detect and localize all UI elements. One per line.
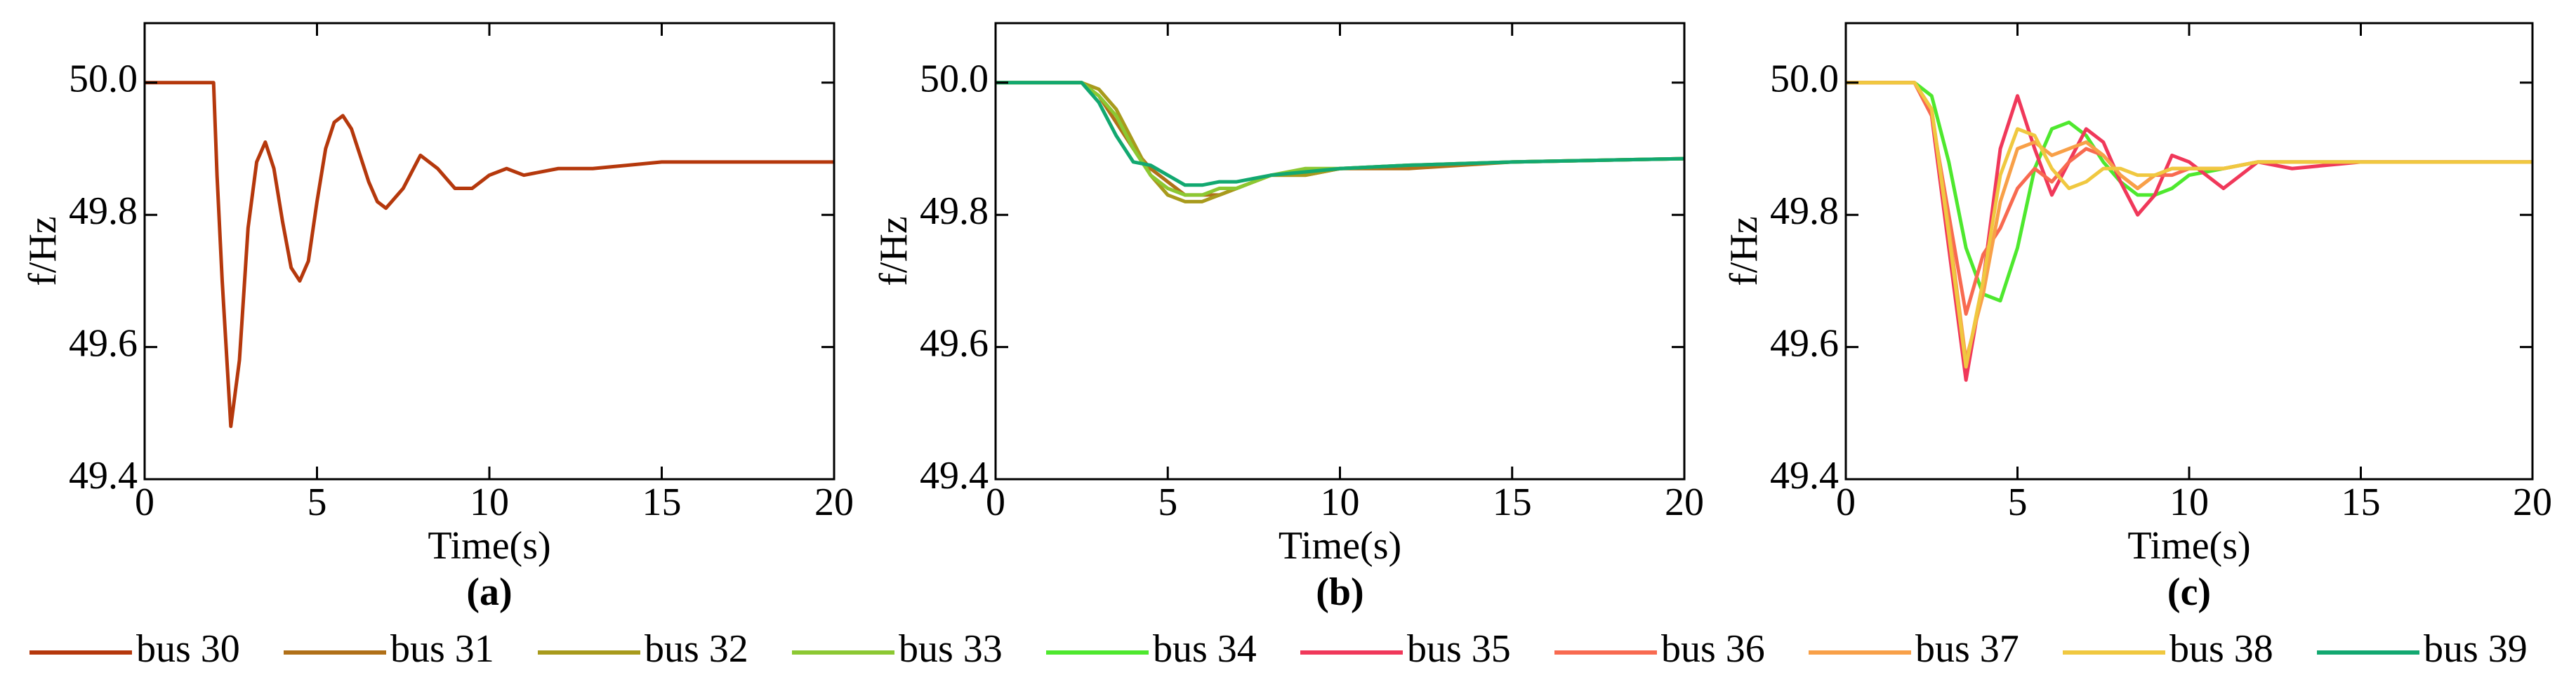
x-axis-label: Time(s)	[428, 524, 550, 568]
y-tick-label: 50.0	[920, 58, 989, 101]
x-tick-label: 20	[2513, 481, 2552, 524]
series-line	[996, 81, 1685, 197]
y-tick-label: 49.4	[69, 454, 138, 497]
x-axis-label: Time(s)	[2127, 524, 2250, 568]
legend-label: bus 39	[2424, 627, 2528, 671]
x-tick-label: 10	[2169, 481, 2209, 524]
series-line	[1846, 81, 2532, 303]
y-tick-label: 49.6	[1770, 321, 1839, 365]
y-tick-label: 50.0	[1770, 58, 1839, 101]
x-tick-label: 20	[1665, 481, 1704, 524]
legend-label: bus 36	[1661, 627, 1765, 671]
y-tick-label: 49.6	[920, 321, 989, 365]
x-tick-label: 10	[470, 481, 509, 524]
panel-label: (a)	[466, 570, 512, 614]
legend-label: bus 35	[1407, 627, 1511, 671]
legend-label: bus 31	[390, 627, 494, 671]
legend-label: bus 32	[645, 627, 748, 671]
y-tick-label: 50.0	[69, 58, 138, 101]
x-axis-label: Time(s)	[1279, 524, 1401, 568]
series-line	[996, 81, 1685, 187]
legend-label: bus 37	[1915, 627, 2019, 671]
x-tick-label: 15	[2341, 481, 2381, 524]
legend-label: bus 34	[1153, 627, 1257, 671]
x-tick-label: 20	[814, 481, 854, 524]
y-axis-label: f/Hz	[872, 216, 916, 286]
series-line	[1846, 81, 2532, 369]
y-tick-label: 49.8	[920, 189, 989, 233]
y-tick-label: 49.8	[1770, 189, 1839, 233]
legend-label: bus 38	[2169, 627, 2273, 671]
series-line	[145, 81, 834, 429]
x-tick-label: 5	[308, 481, 327, 524]
legend-label: bus 33	[899, 627, 1003, 671]
y-tick-label: 49.4	[920, 454, 989, 497]
x-tick-label: 5	[2008, 481, 2028, 524]
x-tick-label: 0	[135, 481, 154, 524]
x-tick-label: 0	[986, 481, 1005, 524]
y-axis-label: f/Hz	[21, 216, 65, 286]
x-tick-label: 15	[1493, 481, 1532, 524]
x-tick-label: 15	[642, 481, 682, 524]
y-axis-label: f/Hz	[1722, 216, 1766, 286]
y-tick-label: 49.4	[1770, 454, 1839, 497]
x-tick-label: 0	[1836, 481, 1856, 524]
y-tick-label: 49.8	[69, 189, 138, 233]
series-line	[1846, 81, 2532, 316]
panel-label: (b)	[1316, 570, 1363, 614]
y-tick-label: 49.6	[69, 321, 138, 365]
series-line	[1846, 81, 2532, 362]
x-tick-label: 5	[1158, 481, 1177, 524]
legend-label: bus 30	[136, 627, 240, 671]
x-tick-label: 10	[1321, 481, 1360, 524]
panel-label: (c)	[2167, 570, 2211, 614]
series-line	[996, 81, 1685, 197]
